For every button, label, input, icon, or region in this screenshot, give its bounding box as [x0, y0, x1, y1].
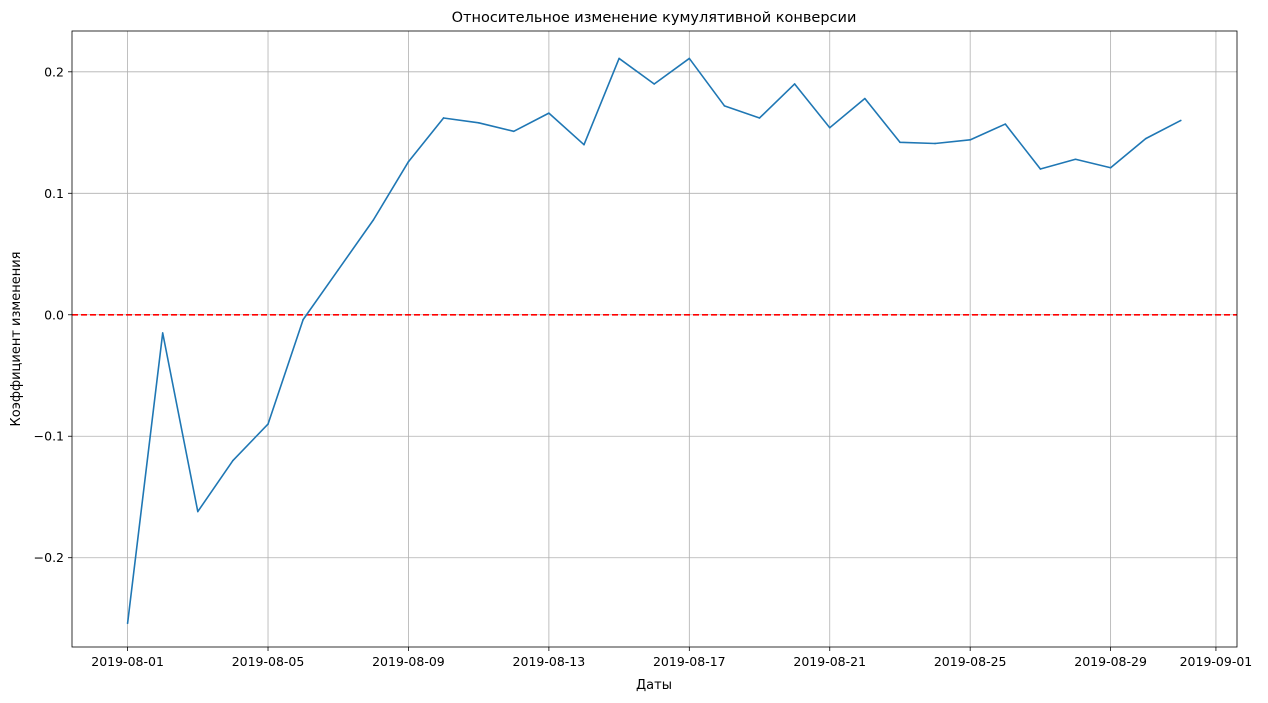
data-point	[934, 142, 936, 145]
data-point	[302, 318, 304, 321]
y-tick-label: 0.0	[44, 307, 64, 322]
y-tick-label: 0.1	[44, 186, 64, 201]
data-point	[197, 510, 199, 513]
data-point	[548, 112, 550, 114]
data-point	[899, 141, 901, 144]
x-tick-label: 2019-08-29	[1074, 654, 1147, 669]
x-tick-label: 2019-08-05	[232, 654, 305, 669]
x-tick-label: 2019-08-25	[934, 654, 1007, 669]
data-point	[618, 57, 620, 60]
data-point	[793, 83, 796, 85]
y-axis-ticks: −0.2 −0.1 0.0 0.1 0.2	[34, 64, 72, 565]
data-point	[1074, 158, 1077, 161]
data-point	[969, 139, 971, 141]
data-point	[1039, 168, 1042, 170]
x-tick-label: 2019-08-09	[372, 654, 445, 669]
x-tick-label: 2019-08-13	[513, 654, 586, 669]
data-point	[1109, 166, 1112, 169]
data-point	[758, 117, 761, 119]
data-point	[161, 332, 164, 334]
x-tick-label: 2019-08-21	[793, 654, 866, 669]
y-tick-label: −0.1	[34, 429, 64, 444]
series-line	[126, 57, 1182, 624]
y-axis-label: Коэффициент изменения	[9, 252, 24, 427]
plot-frame	[71, 30, 1238, 648]
data-point	[688, 57, 691, 60]
data-point	[653, 83, 656, 85]
x-axis-label: Даты	[636, 678, 672, 693]
data-point	[442, 117, 445, 119]
y-tick-label: 0.2	[44, 64, 64, 79]
x-axis-ticks: 2019-08-01 2019-08-05 2019-08-09 2019-08-13…	[91, 647, 1252, 669]
data-point	[407, 160, 410, 163]
x-tick-label: 2019-08-17	[653, 654, 726, 669]
data-point	[477, 122, 480, 124]
grid-lines	[72, 31, 1237, 647]
chart-title: Относительное изменение кумулятивной кон…	[452, 10, 857, 26]
data-point	[864, 97, 866, 100]
data-point	[1144, 137, 1147, 140]
data-point	[267, 423, 269, 425]
data-point	[1004, 123, 1007, 125]
data-point	[232, 459, 234, 462]
x-tick-label: 2019-08-01	[91, 654, 164, 669]
data-point	[372, 219, 375, 221]
data-point	[723, 105, 726, 107]
data-point	[583, 143, 585, 146]
x-tick-label: 2019-09-01	[1180, 654, 1253, 669]
y-tick-label: −0.2	[34, 550, 64, 565]
data-point	[512, 130, 515, 133]
data-point	[828, 126, 831, 129]
data-point	[1180, 119, 1182, 122]
data-point	[126, 622, 129, 625]
series-group	[126, 57, 1182, 625]
data-point	[337, 269, 340, 271]
